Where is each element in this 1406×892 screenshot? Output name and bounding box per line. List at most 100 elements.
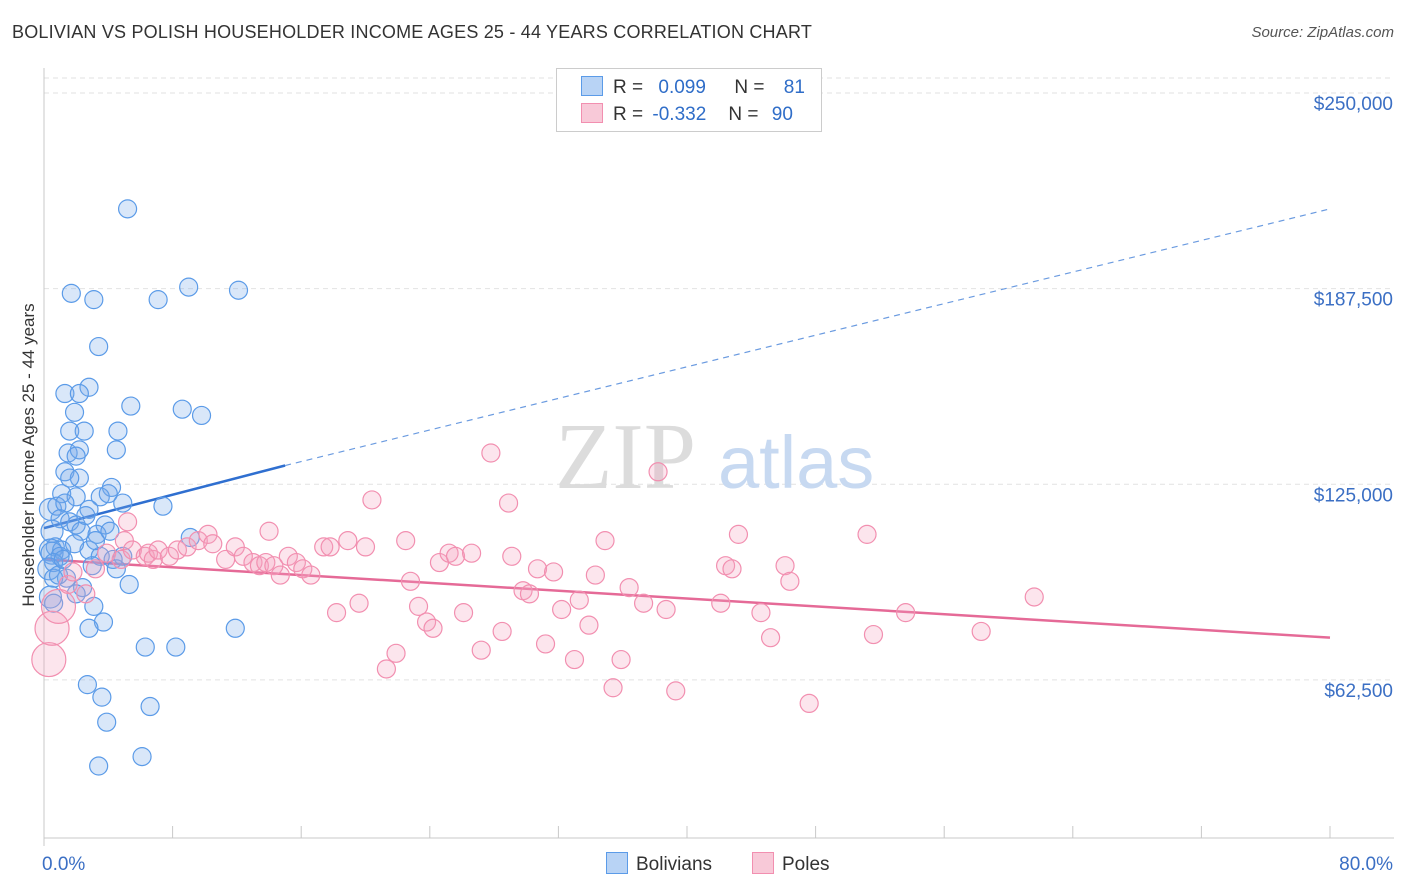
point-poles bbox=[502, 546, 522, 566]
point-poles bbox=[564, 649, 585, 670]
point-bolivians bbox=[98, 484, 118, 504]
point-poles bbox=[445, 546, 466, 566]
point-bolivians bbox=[89, 756, 109, 776]
point-poles bbox=[396, 531, 416, 551]
legend-r-value: -0.332 bbox=[652, 104, 707, 125]
point-bolivians bbox=[119, 574, 139, 595]
legend-n-value: 81 bbox=[783, 77, 805, 98]
legend-swatch-pink bbox=[581, 103, 603, 123]
point-poles bbox=[233, 546, 253, 566]
point-poles bbox=[751, 603, 771, 623]
point-poles bbox=[619, 577, 639, 598]
point-bolivians bbox=[106, 440, 126, 460]
point-poles bbox=[453, 603, 474, 623]
point-bolivians bbox=[66, 446, 86, 466]
watermark-atlas: atlas bbox=[718, 421, 874, 504]
y-tick-label: $62,500 bbox=[1324, 681, 1393, 702]
point-poles bbox=[326, 603, 347, 623]
point-poles bbox=[519, 584, 540, 604]
legend-row-poles: R = -0.332 N = 90 bbox=[581, 103, 793, 126]
point-poles bbox=[85, 559, 106, 579]
point-poles bbox=[400, 571, 421, 591]
point-bolivians bbox=[82, 556, 102, 576]
point-poles bbox=[148, 540, 168, 560]
point-poles bbox=[143, 549, 163, 570]
point-bolivians bbox=[97, 712, 117, 732]
point-poles bbox=[177, 537, 197, 557]
point-poles bbox=[259, 521, 279, 541]
point-poles bbox=[666, 681, 686, 701]
point-poles bbox=[355, 537, 376, 557]
point-poles bbox=[461, 543, 482, 563]
point-bolivians bbox=[79, 377, 99, 397]
point-poles bbox=[857, 524, 877, 544]
source-label: Source: ZipAtlas.com bbox=[1251, 24, 1394, 41]
point-poles bbox=[799, 693, 819, 714]
legend-n-value: 90 bbox=[771, 104, 793, 125]
point-poles bbox=[535, 634, 556, 654]
point-poles bbox=[728, 524, 749, 544]
point-poles bbox=[63, 562, 83, 582]
point-poles bbox=[569, 590, 589, 610]
point-bolivians bbox=[64, 534, 85, 554]
point-poles bbox=[760, 628, 781, 648]
chart-title: BOLIVIAN VS POLISH HOUSEHOLDER INCOME AG… bbox=[12, 22, 813, 42]
point-poles bbox=[552, 599, 572, 620]
point-bolivians bbox=[37, 557, 61, 581]
legend-r-value: 0.099 bbox=[658, 77, 706, 98]
point-poles bbox=[611, 649, 631, 670]
point-bolivians bbox=[64, 402, 85, 422]
point-poles bbox=[117, 512, 138, 532]
y-tick-label: $250,000 bbox=[1314, 94, 1393, 115]
point-bolivians bbox=[121, 396, 141, 416]
point-poles bbox=[34, 610, 70, 646]
point-bolivians bbox=[135, 637, 155, 657]
point-bolivians bbox=[77, 675, 98, 695]
legend-swatch-bolivians bbox=[606, 852, 628, 874]
watermark: ZIP atlas bbox=[555, 405, 874, 509]
point-bolivians bbox=[166, 637, 186, 657]
point-poles bbox=[362, 490, 382, 510]
point-bolivians bbox=[71, 521, 91, 541]
trend-line-bolivians-extension bbox=[284, 208, 1331, 467]
point-bolivians bbox=[108, 421, 128, 441]
point-bolivians bbox=[92, 687, 112, 707]
point-poles bbox=[408, 596, 429, 616]
point-poles bbox=[527, 559, 548, 579]
point-bolivians bbox=[191, 405, 212, 426]
y-axis-title: Householder Income Ages 25 - 44 years bbox=[19, 303, 38, 606]
point-bolivians bbox=[60, 468, 80, 488]
point-bolivians bbox=[93, 612, 114, 632]
point-poles bbox=[585, 565, 605, 585]
point-bolivians bbox=[132, 747, 152, 767]
point-poles bbox=[320, 537, 340, 557]
point-poles bbox=[338, 531, 358, 551]
point-poles bbox=[301, 565, 321, 585]
point-poles bbox=[775, 556, 795, 576]
point-bolivians bbox=[44, 593, 64, 613]
gridlines bbox=[44, 77, 1394, 681]
point-poles bbox=[492, 621, 512, 642]
point-poles bbox=[270, 565, 290, 585]
legend-label-poles: Poles bbox=[782, 854, 830, 875]
x-tick-label-min: 0.0% bbox=[42, 854, 85, 875]
point-bolivians bbox=[61, 283, 81, 303]
point-poles bbox=[1024, 587, 1044, 607]
legend-label-bolivians: Bolivians bbox=[636, 854, 713, 875]
point-bolivians bbox=[74, 421, 94, 441]
point-bolivians bbox=[228, 280, 249, 300]
y-tick-label: $187,500 bbox=[1314, 290, 1393, 311]
x-tick-label-max: 80.0% bbox=[1339, 854, 1393, 875]
watermark-zip: ZIP bbox=[555, 405, 696, 509]
point-poles bbox=[722, 559, 742, 579]
point-poles bbox=[863, 624, 884, 645]
point-bolivians bbox=[55, 493, 75, 513]
point-bolivians bbox=[84, 290, 104, 310]
point-bolivians bbox=[100, 521, 120, 541]
point-poles bbox=[31, 641, 67, 678]
point-bolivians bbox=[140, 696, 160, 717]
point-bolivians bbox=[148, 290, 168, 310]
point-bolivians bbox=[113, 493, 133, 513]
legend-swatch-blue bbox=[581, 76, 603, 96]
